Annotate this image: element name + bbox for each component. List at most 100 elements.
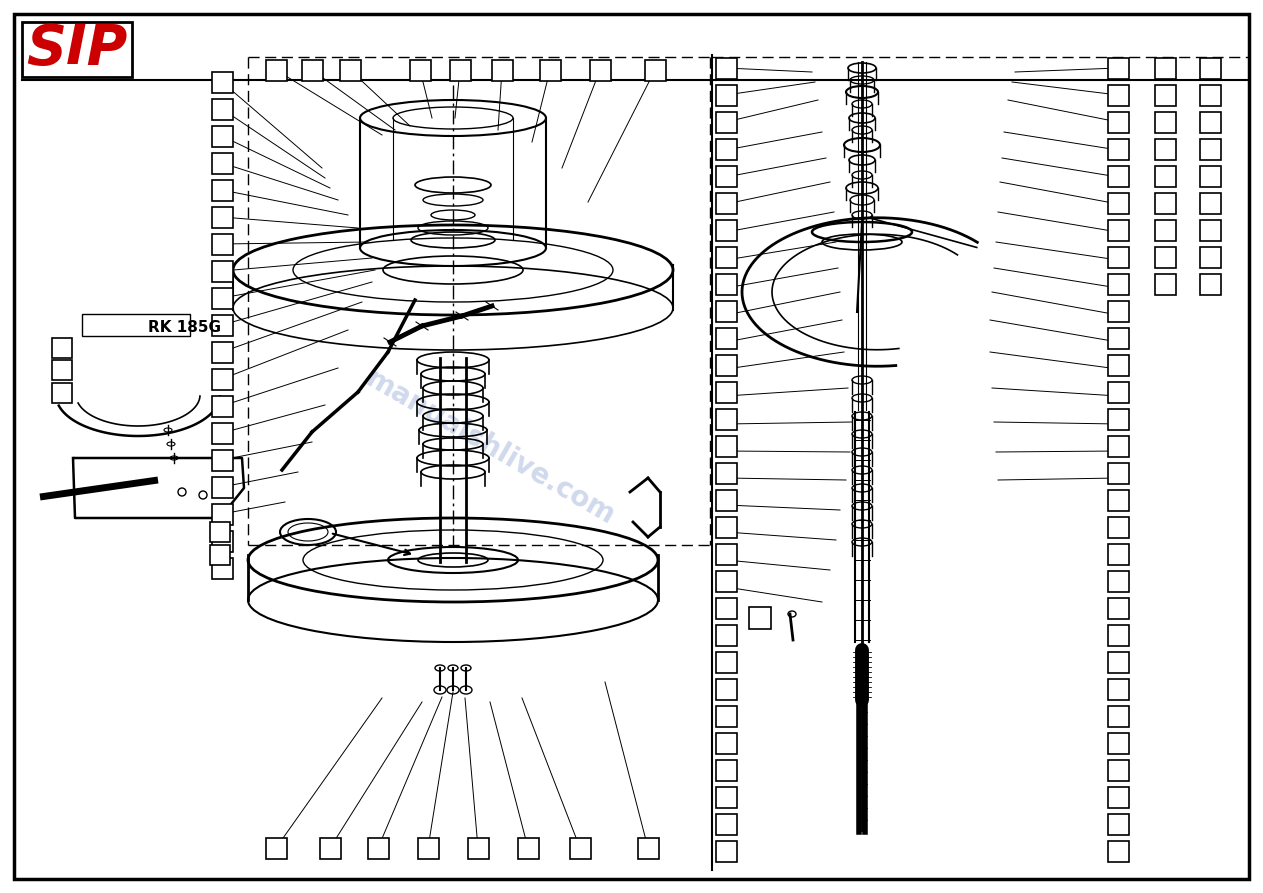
Bar: [211, 449, 232, 471]
Bar: [1200, 85, 1220, 105]
Bar: [716, 516, 736, 538]
Bar: [716, 597, 736, 619]
Bar: [1108, 381, 1129, 403]
Bar: [1108, 85, 1129, 105]
Bar: [716, 679, 736, 699]
Bar: [1108, 787, 1129, 807]
Bar: [211, 396, 232, 416]
Bar: [1200, 165, 1220, 187]
Bar: [1154, 165, 1176, 187]
Bar: [1108, 489, 1129, 511]
Bar: [716, 489, 736, 511]
Bar: [1200, 273, 1220, 295]
Bar: [265, 60, 287, 80]
Bar: [1108, 301, 1129, 321]
Bar: [52, 338, 72, 358]
Bar: [716, 624, 736, 646]
Bar: [1154, 57, 1176, 79]
Bar: [518, 838, 538, 858]
Bar: [211, 233, 232, 255]
Bar: [1108, 273, 1129, 295]
Bar: [716, 301, 736, 321]
Bar: [211, 477, 232, 497]
Text: SIP: SIP: [27, 22, 128, 76]
Bar: [716, 732, 736, 754]
Bar: [82, 314, 189, 336]
Bar: [418, 838, 438, 858]
Bar: [1200, 220, 1220, 240]
Bar: [211, 71, 232, 93]
Bar: [1108, 624, 1129, 646]
Bar: [1108, 193, 1129, 213]
Bar: [1108, 328, 1129, 348]
Bar: [1154, 85, 1176, 105]
Bar: [211, 179, 232, 201]
Bar: [211, 341, 232, 363]
Bar: [716, 112, 736, 132]
Bar: [1108, 138, 1129, 160]
Bar: [211, 206, 232, 228]
Bar: [409, 60, 431, 80]
Bar: [570, 838, 591, 858]
Bar: [716, 193, 736, 213]
Bar: [1154, 246, 1176, 268]
Bar: [716, 463, 736, 483]
Bar: [1108, 516, 1129, 538]
Bar: [716, 544, 736, 564]
Bar: [211, 126, 232, 146]
Bar: [1200, 138, 1220, 160]
Bar: [1108, 57, 1129, 79]
Bar: [716, 328, 736, 348]
Bar: [749, 607, 770, 629]
Text: manualshlive.com: manualshlive.com: [360, 365, 620, 531]
Bar: [716, 436, 736, 456]
Bar: [1108, 652, 1129, 672]
Bar: [716, 220, 736, 240]
Bar: [1108, 463, 1129, 483]
Bar: [716, 381, 736, 403]
Bar: [1108, 597, 1129, 619]
Bar: [52, 360, 72, 380]
Bar: [467, 838, 489, 858]
Bar: [450, 60, 471, 80]
Bar: [1108, 705, 1129, 727]
Bar: [590, 60, 610, 80]
Bar: [52, 383, 72, 403]
Bar: [1108, 355, 1129, 375]
Bar: [716, 571, 736, 591]
Bar: [368, 838, 389, 858]
Bar: [320, 838, 341, 858]
Bar: [211, 422, 232, 444]
Bar: [211, 98, 232, 120]
Bar: [211, 369, 232, 389]
Bar: [1108, 679, 1129, 699]
Bar: [1108, 732, 1129, 754]
Bar: [716, 85, 736, 105]
Bar: [265, 838, 287, 858]
Bar: [211, 153, 232, 173]
Bar: [1108, 814, 1129, 834]
Bar: [1108, 246, 1129, 268]
Bar: [716, 138, 736, 160]
Bar: [302, 60, 322, 80]
Bar: [1108, 544, 1129, 564]
Bar: [716, 273, 736, 295]
Bar: [211, 288, 232, 308]
Bar: [211, 530, 232, 552]
Bar: [1154, 220, 1176, 240]
Bar: [1108, 112, 1129, 132]
Bar: [638, 838, 658, 858]
Bar: [1108, 840, 1129, 862]
Bar: [21, 22, 133, 77]
Bar: [644, 60, 666, 80]
Bar: [716, 814, 736, 834]
Bar: [716, 246, 736, 268]
Bar: [1200, 246, 1220, 268]
Bar: [716, 760, 736, 780]
Bar: [1154, 193, 1176, 213]
Bar: [1154, 112, 1176, 132]
Bar: [1200, 57, 1220, 79]
Bar: [210, 522, 230, 542]
Bar: [1108, 220, 1129, 240]
Bar: [716, 408, 736, 430]
